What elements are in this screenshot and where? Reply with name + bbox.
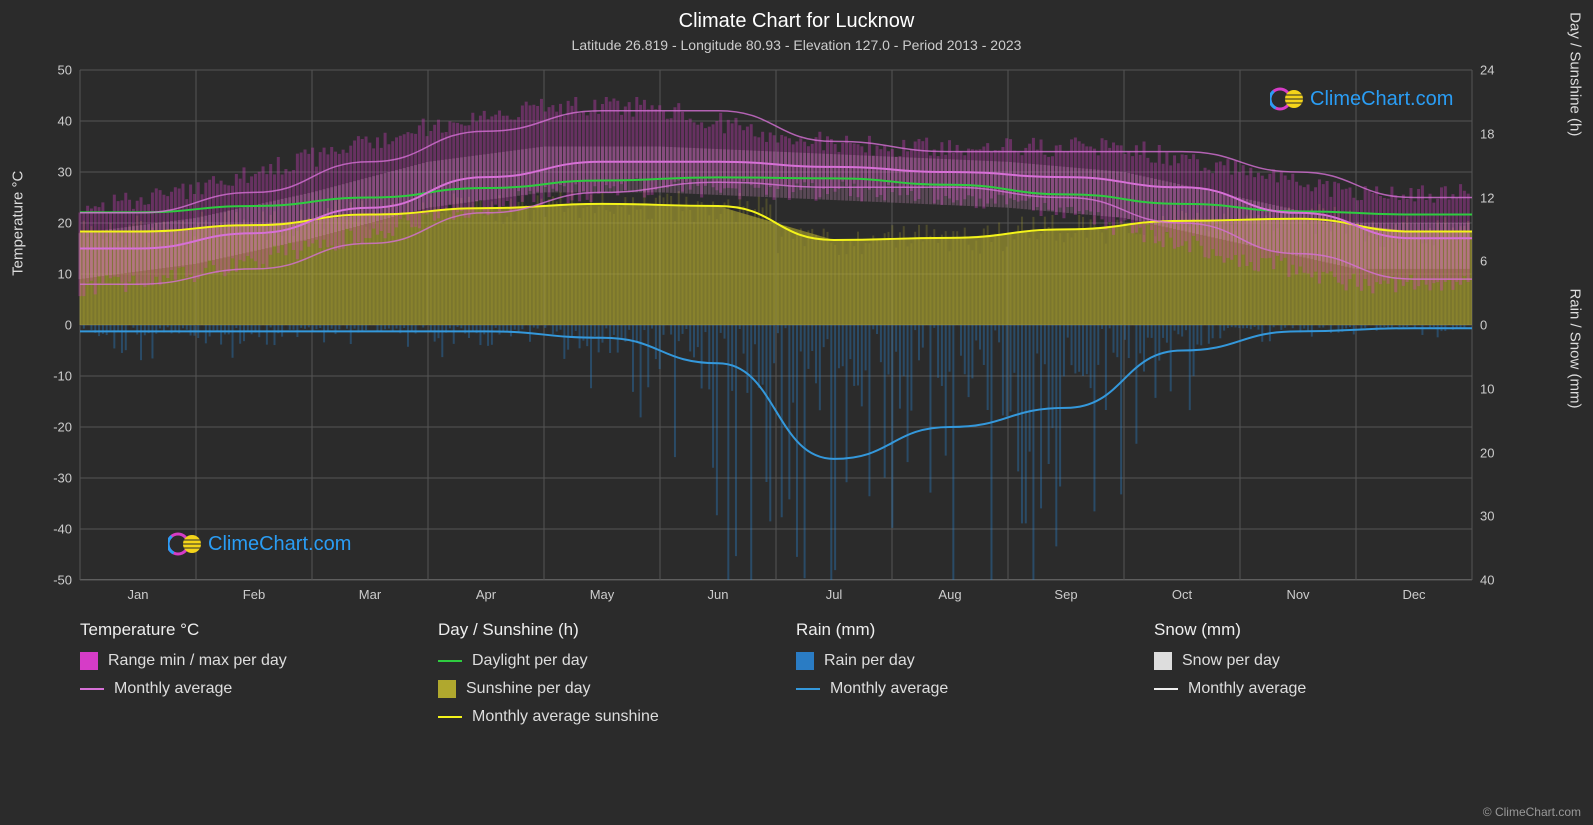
y-right-top-tick-label: 24 — [1480, 63, 1494, 78]
x-tick-label: Sep — [1054, 587, 1077, 602]
legend-label: Monthly average — [830, 680, 948, 698]
legend-col-day: Day / Sunshine (h) Daylight per day Suns… — [438, 620, 756, 736]
legend-item-temp-avg: Monthly average — [80, 680, 398, 698]
watermark-logo: ClimeChart.com — [168, 530, 351, 558]
y-left-tick-label: -50 — [53, 573, 72, 588]
chart-title: Climate Chart for Lucknow — [0, 0, 1593, 33]
y-right-bottom-tick-label: 30 — [1480, 509, 1494, 524]
watermark-text: ClimeChart.com — [1310, 88, 1453, 111]
y-right-top-tick-label: 12 — [1480, 190, 1494, 205]
legend-col-snow: Snow (mm) Snow per day Monthly average — [1154, 620, 1472, 736]
chart-svg — [80, 70, 1472, 579]
y-left-tick-label: -20 — [53, 420, 72, 435]
y-axis-right-bottom-title: Rain / Snow (mm) — [1567, 288, 1584, 408]
y-left-tick-label: 20 — [58, 216, 72, 231]
swatch-temp-avg-line — [80, 688, 104, 690]
legend-label: Monthly average sunshine — [472, 708, 659, 726]
y-right-top-tick-label: 0 — [1480, 318, 1487, 333]
logo-icon — [1270, 85, 1304, 113]
y-left-tick-label: 50 — [58, 63, 72, 78]
swatch-temp-range — [80, 652, 98, 670]
swatch-snow-avg-line — [1154, 688, 1178, 690]
legend-col-temperature: Temperature °C Range min / max per day M… — [80, 620, 398, 736]
legend-title-rain: Rain (mm) — [796, 620, 1114, 640]
y-left-tick-label: 0 — [65, 318, 72, 333]
x-tick-label: Jan — [128, 587, 149, 602]
x-tick-label: Nov — [1286, 587, 1309, 602]
x-tick-label: May — [590, 587, 615, 602]
x-tick-label: Mar — [359, 587, 381, 602]
legend-label: Snow per day — [1182, 652, 1280, 670]
legend-label: Rain per day — [824, 652, 915, 670]
y-right-bottom-tick-label: 40 — [1480, 573, 1494, 588]
x-tick-label: Aug — [938, 587, 961, 602]
legend-item-rain-avg: Monthly average — [796, 680, 1114, 698]
swatch-sunshine-avg-line — [438, 716, 462, 718]
x-tick-label: Feb — [243, 587, 265, 602]
legend-item-sunshine: Sunshine per day — [438, 680, 756, 698]
y-left-tick-label: -40 — [53, 522, 72, 537]
swatch-sunshine — [438, 680, 456, 698]
legend-item-snow-avg: Monthly average — [1154, 680, 1472, 698]
x-tick-label: Apr — [476, 587, 496, 602]
legend-col-rain: Rain (mm) Rain per day Monthly average — [796, 620, 1114, 736]
legend-label: Range min / max per day — [108, 652, 287, 670]
x-tick-label: Dec — [1402, 587, 1425, 602]
x-tick-label: Jun — [708, 587, 729, 602]
swatch-rain — [796, 652, 814, 670]
y-axis-right-top-title: Day / Sunshine (h) — [1567, 12, 1584, 136]
y-right-top-tick-label: 6 — [1480, 254, 1487, 269]
legend-item-snow-perday: Snow per day — [1154, 652, 1472, 670]
y-axis-left-title: Temperature °C — [10, 171, 27, 276]
chart-subtitle: Latitude 26.819 - Longitude 80.93 - Elev… — [0, 33, 1593, 53]
y-right-bottom-tick-label: 20 — [1480, 445, 1494, 460]
x-tick-label: Oct — [1172, 587, 1192, 602]
swatch-daylight-line — [438, 660, 462, 662]
legend-item-temp-range: Range min / max per day — [80, 652, 398, 670]
y-left-tick-label: 30 — [58, 165, 72, 180]
legend-title-temp: Temperature °C — [80, 620, 398, 640]
legend-title-day: Day / Sunshine (h) — [438, 620, 756, 640]
legend-item-avg-sunshine: Monthly average sunshine — [438, 708, 756, 726]
y-left-tick-label: -30 — [53, 471, 72, 486]
y-left-tick-label: 10 — [58, 267, 72, 282]
y-left-tick-label: -10 — [53, 369, 72, 384]
logo-icon — [168, 530, 202, 558]
copyright-text: © ClimeChart.com — [1483, 805, 1581, 819]
plot-area: 50403020100-10-20-30-40-5024181260102030… — [80, 70, 1472, 580]
legend-label: Monthly average — [1188, 680, 1306, 698]
legend-label: Sunshine per day — [466, 680, 591, 698]
legend-label: Monthly average — [114, 680, 232, 698]
y-left-tick-label: 40 — [58, 114, 72, 129]
y-right-bottom-tick-label: 10 — [1480, 381, 1494, 396]
swatch-snow — [1154, 652, 1172, 670]
legend-title-snow: Snow (mm) — [1154, 620, 1472, 640]
legend-area: Temperature °C Range min / max per day M… — [80, 620, 1472, 736]
legend-label: Daylight per day — [472, 652, 588, 670]
x-tick-label: Jul — [826, 587, 843, 602]
climate-chart-container: Climate Chart for Lucknow Latitude 26.81… — [0, 0, 1593, 825]
legend-item-daylight: Daylight per day — [438, 652, 756, 670]
watermark-text: ClimeChart.com — [208, 533, 351, 556]
y-right-top-tick-label: 18 — [1480, 126, 1494, 141]
legend-item-rain-perday: Rain per day — [796, 652, 1114, 670]
watermark-logo: ClimeChart.com — [1270, 85, 1453, 113]
swatch-rain-avg-line — [796, 688, 820, 690]
